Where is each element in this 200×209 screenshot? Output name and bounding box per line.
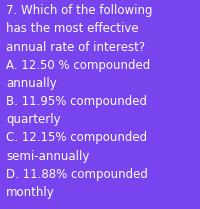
Text: annually: annually — [6, 77, 57, 90]
Text: annual rate of interest?: annual rate of interest? — [6, 41, 145, 54]
Text: monthly: monthly — [6, 186, 55, 199]
Text: B. 11.95% compounded: B. 11.95% compounded — [6, 95, 147, 108]
Text: D. 11.88% compounded: D. 11.88% compounded — [6, 168, 148, 181]
Text: C. 12.15% compounded: C. 12.15% compounded — [6, 131, 147, 144]
Text: has the most effective: has the most effective — [6, 22, 139, 35]
Text: quarterly: quarterly — [6, 113, 61, 126]
Text: 7. Which of the following: 7. Which of the following — [6, 4, 153, 17]
Text: A. 12.50 % compounded: A. 12.50 % compounded — [6, 59, 150, 72]
Text: semi-annually: semi-annually — [6, 150, 89, 163]
